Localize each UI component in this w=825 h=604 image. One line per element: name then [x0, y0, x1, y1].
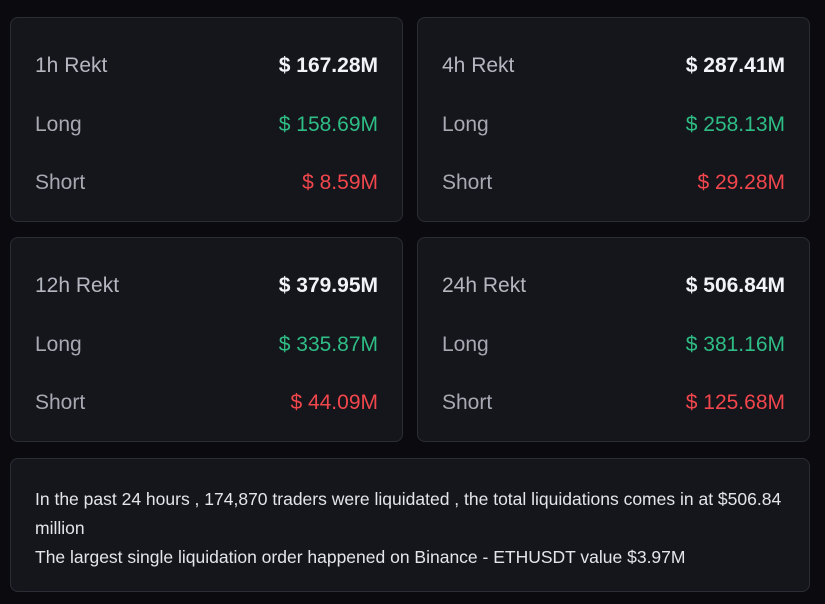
long-row: Long $ 158.69M: [35, 110, 378, 140]
rekt-total-row: 12h Rekt $ 379.95M: [35, 271, 378, 301]
long-row: Long $ 381.16M: [442, 330, 785, 360]
long-value: $ 381.16M: [685, 333, 785, 356]
rekt-total-value: $ 379.95M: [278, 274, 378, 297]
rekt-total-value: $ 167.28M: [278, 54, 378, 77]
short-label: Short: [442, 171, 493, 194]
long-value: $ 158.69M: [278, 113, 378, 136]
liquidation-summary-card: In the past 24 hours , 174,870 traders w…: [10, 458, 810, 592]
short-row: Short $ 125.68M: [442, 388, 785, 418]
long-label: Long: [442, 113, 489, 136]
summary-largest-order-text: The largest single liquidation order hap…: [35, 547, 686, 567]
rekt-total-value: $ 506.84M: [685, 274, 785, 297]
rekt-period-title: 12h Rekt: [35, 274, 120, 297]
long-label: Long: [442, 333, 489, 356]
short-row: Short $ 29.28M: [442, 168, 785, 198]
rekt-total-row: 24h Rekt $ 506.84M: [442, 271, 785, 301]
rekt-total-row: 1h Rekt $ 167.28M: [35, 51, 378, 81]
rekt-card-12h: 12h Rekt $ 379.95M Long $ 335.87M Short …: [10, 237, 403, 442]
rekt-total-value: $ 287.41M: [685, 54, 785, 77]
short-value: $ 125.68M: [685, 391, 785, 414]
short-value: $ 29.28M: [697, 171, 785, 194]
rekt-card-1h: 1h Rekt $ 167.28M Long $ 158.69M Short $…: [10, 17, 403, 222]
rekt-period-title: 24h Rekt: [442, 274, 527, 297]
short-row: Short $ 44.09M: [35, 388, 378, 418]
rekt-card-24h: 24h Rekt $ 506.84M Long $ 381.16M Short …: [417, 237, 810, 442]
rekt-period-title: 4h Rekt: [442, 54, 515, 77]
long-value: $ 258.13M: [685, 113, 785, 136]
short-label: Short: [442, 391, 493, 414]
rekt-period-title: 1h Rekt: [35, 54, 108, 77]
long-value: $ 335.87M: [278, 333, 378, 356]
long-label: Long: [35, 113, 82, 136]
long-row: Long $ 335.87M: [35, 330, 378, 360]
short-row: Short $ 8.59M: [35, 168, 378, 198]
long-row: Long $ 258.13M: [442, 110, 785, 140]
short-label: Short: [35, 171, 86, 194]
short-value: $ 8.59M: [302, 171, 378, 194]
summary-liquidated-text: In the past 24 hours , 174,870 traders w…: [35, 489, 782, 538]
short-value: $ 44.09M: [290, 391, 378, 414]
short-label: Short: [35, 391, 86, 414]
long-label: Long: [35, 333, 82, 356]
rekt-card-4h: 4h Rekt $ 287.41M Long $ 258.13M Short $…: [417, 17, 810, 222]
rekt-total-row: 4h Rekt $ 287.41M: [442, 51, 785, 81]
